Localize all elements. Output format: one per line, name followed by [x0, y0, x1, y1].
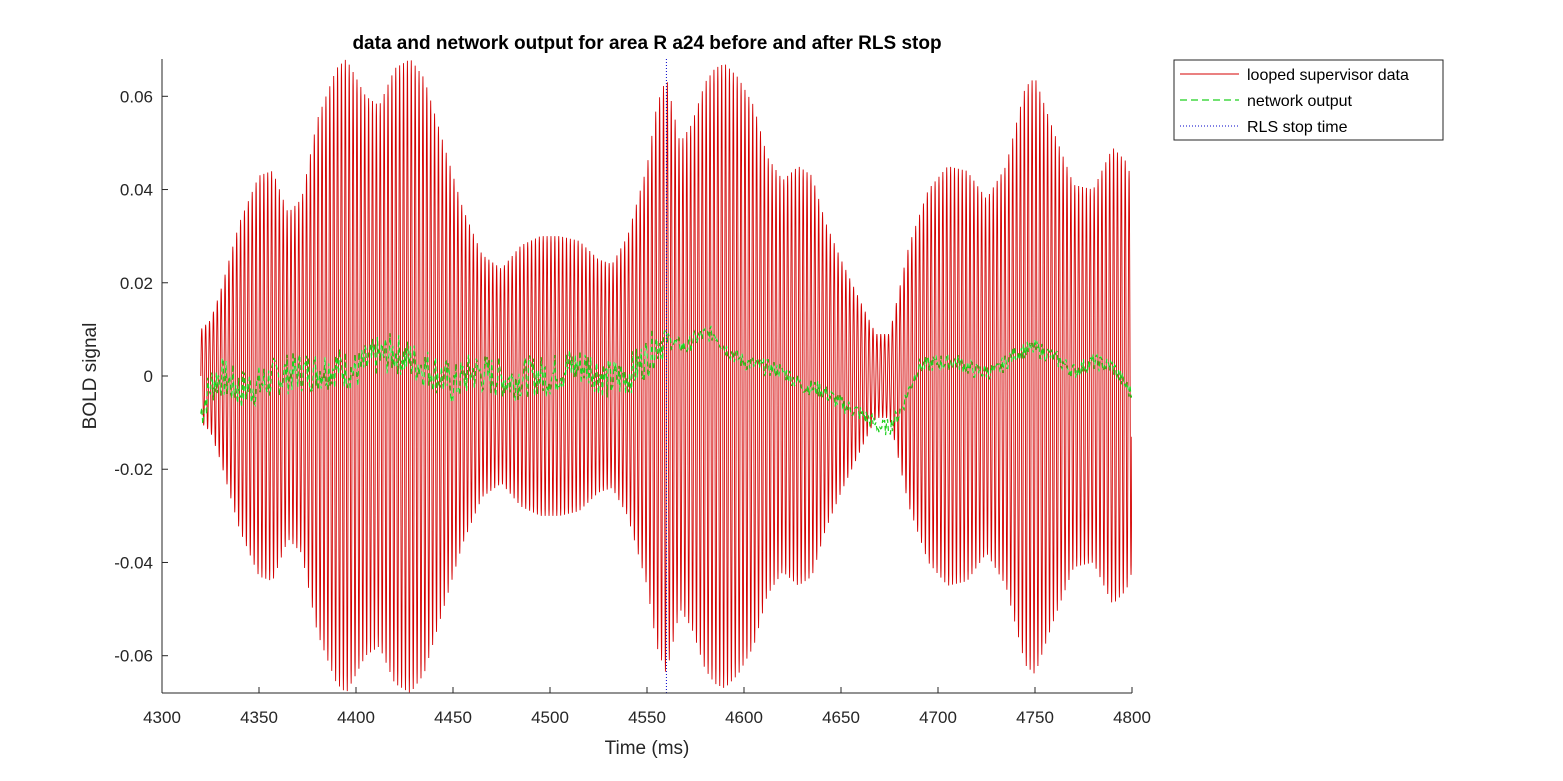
x-tick-label: 4800	[1113, 708, 1151, 727]
x-tick-label: 4500	[531, 708, 569, 727]
y-tick-label: 0.06	[120, 87, 153, 106]
x-tick-label: 4400	[337, 708, 375, 727]
legend-label-network: network output	[1247, 93, 1353, 110]
y-tick-label: 0	[144, 367, 153, 386]
y-axis-label: BOLD signal	[80, 323, 101, 430]
x-tick-label: 4600	[725, 708, 763, 727]
y-tick-label: -0.04	[114, 553, 153, 572]
series-layer	[200, 59, 1132, 693]
ticks-layer: 4300 4350 4400 4450 4500 4550 4600 4650 4700 4750…	[114, 87, 1151, 727]
x-tick-label: 4550	[628, 708, 666, 727]
y-tick-label: 0.04	[120, 181, 153, 200]
series-network-output	[200, 325, 1132, 436]
legend-label-supervisor: looped supervisor data	[1247, 67, 1409, 84]
y-tick-label: 0.02	[120, 274, 153, 293]
x-tick-label: 4650	[822, 708, 860, 727]
legend: looped supervisor data network output RL…	[1173, 59, 1444, 141]
x-tick-label: 4300	[143, 708, 181, 727]
x-tick-label: 4450	[434, 708, 472, 727]
plot-area: 4300 4350 4400 4450 4500 4550 4600 4650 4700 4750…	[114, 59, 1151, 727]
x-tick-label: 4350	[240, 708, 278, 727]
x-axis-label: Time (ms)	[605, 738, 690, 759]
chart-title: data and network output for area R a24 b…	[352, 33, 941, 54]
legend-label-rls-stop: RLS stop time	[1247, 119, 1348, 136]
x-tick-label: 4700	[919, 708, 957, 727]
y-tick-label: -0.06	[114, 647, 153, 666]
x-tick-label: 4750	[1016, 708, 1054, 727]
y-tick-label: -0.02	[114, 460, 153, 479]
